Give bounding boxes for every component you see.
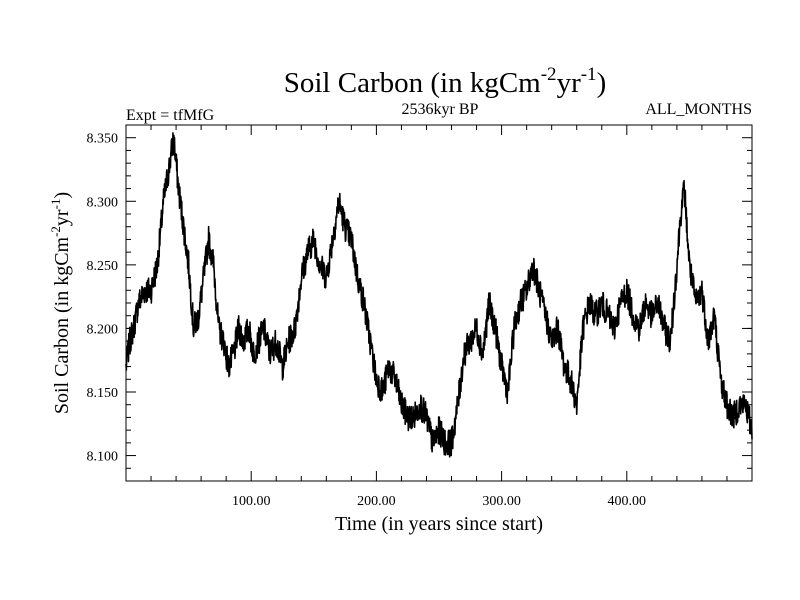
x-tick-label: 100.00 bbox=[232, 494, 271, 509]
y-tick-label: 8.100 bbox=[87, 450, 119, 465]
series-group bbox=[125, 132, 753, 458]
soil-carbon-series-line bbox=[125, 132, 753, 458]
x-tick-label: 400.00 bbox=[608, 494, 647, 509]
experiment-label: Expt = tfMfG bbox=[126, 107, 215, 124]
y-tick-label: 8.250 bbox=[87, 259, 119, 274]
y-tick-label: 8.300 bbox=[87, 195, 119, 210]
y-tick-label: 8.200 bbox=[87, 322, 119, 337]
y-tick-label: 8.150 bbox=[87, 386, 119, 401]
period-label: 2536kyr BP bbox=[402, 101, 479, 118]
y-axis: 8.100 8.150 8.200 8.250 8.300 8.350 bbox=[87, 132, 752, 469]
months-label: ALL_MONTHS bbox=[645, 101, 752, 118]
x-tick-label: 200.00 bbox=[357, 494, 396, 509]
x-axis-label: Time (in years since start) bbox=[335, 513, 543, 535]
y-tick-label: 8.350 bbox=[87, 132, 119, 147]
x-tick-label: 300.00 bbox=[482, 494, 521, 509]
chart-title: Soil Carbon (in kgCm-2yr-1) bbox=[284, 64, 606, 99]
y-axis-label: Soil Carbon (in kgCm-2yr-1) bbox=[48, 192, 73, 414]
x-axis: 100.00 200.00 300.00 400.00 bbox=[150, 125, 728, 509]
